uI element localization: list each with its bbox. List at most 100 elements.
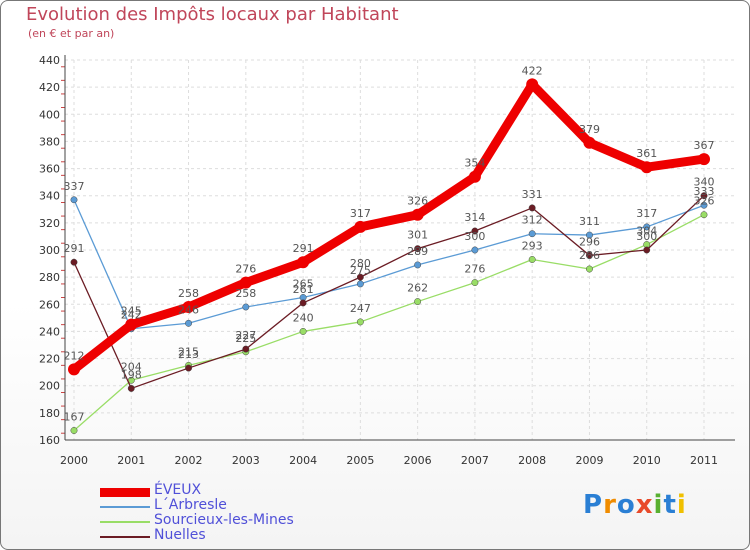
logo-letter: i [653,490,664,520]
data-label: 367 [694,139,715,152]
data-point [471,227,479,235]
data-point [586,265,593,273]
data-label: 212 [64,349,85,362]
data-point [526,78,539,91]
x-tick-label: 2011 [690,454,718,467]
data-label: 227 [235,329,256,342]
y-tick-label: 360 [39,163,60,176]
data-label: 317 [636,207,657,220]
data-label: 289 [407,245,428,258]
data-point [643,246,651,254]
x-tick-label: 2005 [346,454,374,467]
data-label: 258 [178,287,199,300]
logo-letter: r [603,490,617,520]
series-line [69,79,709,374]
data-label: 198 [121,368,142,381]
data-label: 247 [350,302,371,315]
data-label: 261 [293,283,314,296]
data-point [299,327,307,335]
data-point [528,230,536,238]
data-point [700,201,708,209]
data-label: 258 [235,287,256,300]
data-label: 291 [64,242,85,255]
data-point [471,246,479,254]
data-label: 354 [464,157,485,170]
y-tick-label: 200 [39,380,60,393]
x-tick-label: 2004 [289,454,317,467]
y-tick-label: 400 [39,108,60,121]
data-label: 300 [636,230,657,243]
logo-letter: o [616,490,636,520]
y-tick-label: 240 [39,325,60,338]
logo-letter: x [635,490,654,520]
y-tick-label: 340 [39,190,60,203]
data-label: 262 [407,282,428,295]
data-label: 311 [579,215,600,228]
data-label: 317 [350,207,371,220]
logo-letter: t [663,490,677,520]
data-label: 296 [579,235,600,248]
y-tick-label: 440 [39,54,60,67]
y-tick-label: 320 [39,217,60,230]
y-tick-label: 280 [39,271,60,284]
data-label: 213 [178,348,199,361]
legend-swatch [100,487,150,497]
data-label: 312 [522,214,543,227]
data-label: 246 [178,303,199,316]
data-point [356,318,364,326]
data-label: 340 [694,176,715,189]
data-point [354,220,367,233]
data-point [700,192,708,200]
data-point [586,231,593,239]
data-point [125,318,138,331]
data-point [528,204,536,212]
data-label: 286 [579,249,600,262]
data-point [70,258,78,266]
proxiti-logo: Proxiti [583,490,687,520]
x-tick-label: 2006 [404,454,432,467]
data-point [182,301,195,313]
data-label: 331 [522,188,543,201]
data-point [414,245,422,253]
data-label: 275 [350,264,371,277]
data-label: 333 [694,185,715,198]
x-tick-label: 2003 [232,454,260,467]
y-tick-label: 380 [39,135,60,148]
legend-label: ÉVEUX [154,482,202,498]
data-label: 326 [694,195,715,208]
data-label: 337 [64,180,85,193]
series-line [73,195,705,390]
data-label: 276 [464,263,485,276]
data-point [70,427,78,434]
legend-label: L´Arbresle [154,497,227,513]
data-label: 301 [407,229,428,242]
data-point [698,153,710,166]
data-point [68,363,80,376]
data-point [411,208,424,221]
series-line [73,199,705,330]
data-point [239,276,252,289]
series-line [73,214,705,432]
data-label: 242 [121,309,142,322]
x-tick-label: 2001 [117,454,145,467]
legend-label: Sourcieux-les-Mines [154,512,294,528]
legend-swatch [100,521,150,523]
data-point [414,261,422,269]
y-tick-label: 300 [39,244,60,257]
data-label: 422 [522,64,543,77]
data-point [185,364,192,372]
x-tick-label: 2009 [575,454,603,467]
data-label: 167 [64,411,85,424]
data-label: 326 [407,195,428,208]
data-label: 215 [178,345,199,358]
chart-subtitle: (en € et par an) [28,27,115,40]
data-point [583,136,596,149]
y-tick-label: 180 [39,407,60,420]
data-point [356,280,364,288]
y-tick-label: 160 [39,434,60,447]
data-point [528,256,536,263]
data-point [242,303,250,311]
data-label: 265 [293,278,314,291]
